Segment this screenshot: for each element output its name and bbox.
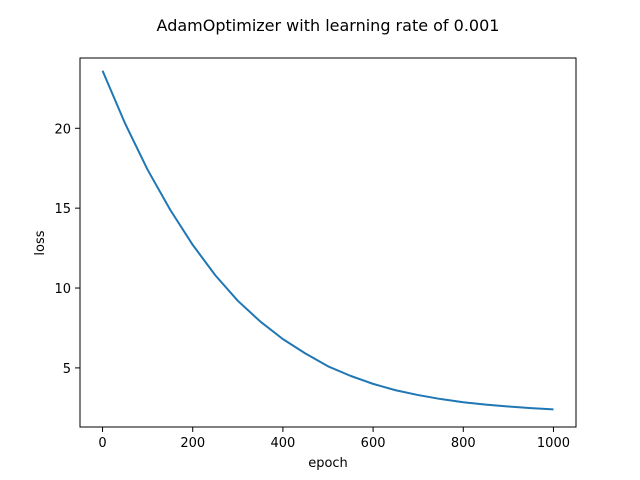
x-tick-label: 800 [451,436,476,451]
chart-title: AdamOptimizer with learning rate of 0.00… [157,16,500,35]
y-axis-ticks: 5 10 15 20 [54,122,80,377]
loss-line-series-0 [101,70,554,411]
x-axis-label: epoch [308,456,348,471]
y-tick-label: 5 [63,362,71,377]
x-tick-label: 600 [361,436,386,451]
x-tick-label: 200 [180,436,205,451]
x-axis-ticks: 0 200 400 600 800 1000 [98,427,570,451]
plot-area [101,70,554,411]
axes-frame [79,57,577,428]
y-axis-label: loss [33,230,48,255]
x-tick-label: 0 [98,436,106,451]
y-tick-label: 10 [54,282,71,297]
x-tick-label: 1000 [537,436,570,451]
x-tick-label: 400 [270,436,295,451]
y-tick-label: 15 [54,202,71,217]
y-tick-label: 20 [54,122,71,137]
